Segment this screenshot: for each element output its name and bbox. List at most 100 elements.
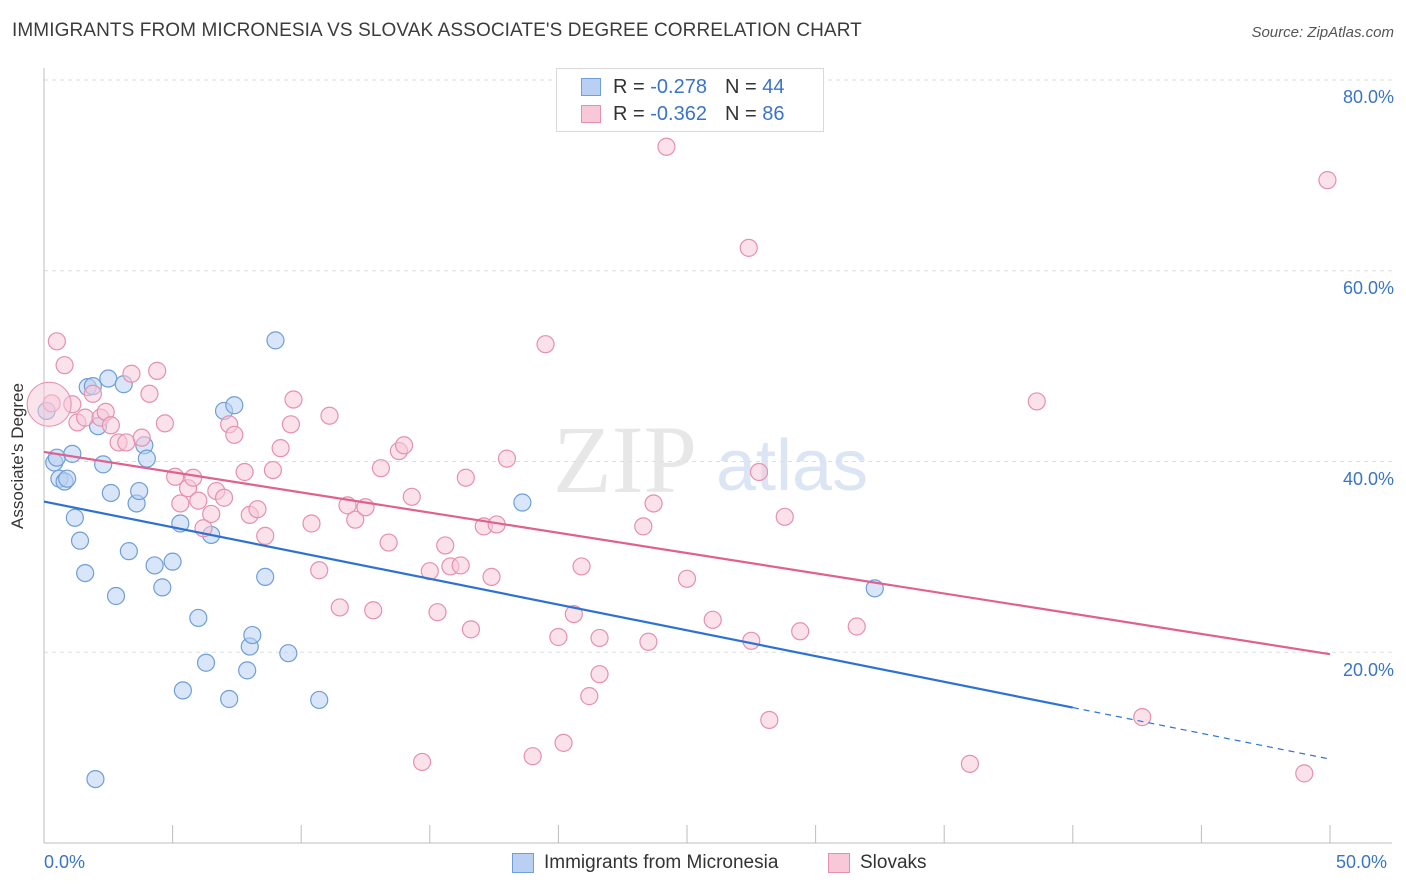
data-point-slovaks <box>482 567 501 587</box>
x-tick-label-min: 0.0% <box>44 852 86 872</box>
data-point-micronesia <box>256 567 275 587</box>
data-point-slovaks <box>497 449 517 468</box>
legend-label-micronesia: Immigrants from Micronesia <box>544 852 779 873</box>
data-point-slovaks <box>847 617 866 636</box>
data-point-slovaks <box>155 414 174 433</box>
data-point-slovaks <box>55 356 74 375</box>
watermark: ZIP atlas <box>553 406 868 513</box>
data-point-slovaks <box>235 462 254 482</box>
legend-item-slovaks[interactable]: Slovaks <box>828 852 927 874</box>
data-point-slovaks <box>791 622 810 641</box>
data-point-micronesia <box>47 448 66 467</box>
data-point-micronesia <box>137 449 156 468</box>
series-slovaks <box>26 137 1337 783</box>
data-point-slovaks <box>184 468 203 487</box>
data-point-slovaks <box>284 390 303 409</box>
data-point-micronesia <box>153 578 172 597</box>
trendline-micronesia <box>43 500 1074 709</box>
data-point-slovaks <box>461 620 481 639</box>
data-point-micronesia <box>196 653 216 672</box>
data-point-slovaks <box>590 628 609 648</box>
legend-swatch-micronesia <box>512 853 534 873</box>
data-point-micronesia <box>513 493 532 512</box>
data-point-slovaks <box>1295 764 1314 783</box>
data-point-slovaks <box>117 433 136 452</box>
data-point-slovaks <box>554 733 573 752</box>
data-point-slovaks <box>189 491 208 510</box>
data-point-micronesia <box>119 542 138 561</box>
swatch-slovaks <box>581 105 601 123</box>
data-point-slovaks <box>214 488 234 507</box>
data-point-slovaks <box>47 332 66 351</box>
data-point-slovaks <box>402 487 421 506</box>
data-point-slovaks <box>580 687 599 706</box>
data-point-slovaks <box>549 627 568 647</box>
data-point-slovaks <box>394 436 414 455</box>
stats-row-slovaks: R = -0.362 N = 86 <box>581 102 784 126</box>
r-value: -0.278 <box>650 75 707 98</box>
data-point-slovaks <box>742 631 761 650</box>
data-point-slovaks <box>677 569 697 588</box>
data-point-slovaks <box>572 557 591 576</box>
data-point-micronesia <box>310 690 329 710</box>
data-point-slovaks <box>639 632 658 651</box>
data-point-slovaks <box>256 526 275 545</box>
y-tick-label-80: 80.0% <box>1342 87 1394 107</box>
n-label: N = <box>724 75 757 98</box>
trendline-slovaks <box>43 450 1331 656</box>
data-point-slovaks <box>101 416 120 435</box>
data-point-slovaks <box>644 494 663 513</box>
legend-swatch-slovaks <box>828 853 850 873</box>
data-point-micronesia <box>189 608 208 628</box>
data-point-slovaks <box>148 361 167 380</box>
data-point-slovaks <box>428 603 447 622</box>
data-point-slovaks <box>132 428 151 447</box>
r-value: -0.362 <box>650 102 707 125</box>
data-point-slovaks <box>271 439 290 458</box>
data-point-slovaks <box>202 504 221 524</box>
data-point-slovaks <box>523 747 542 766</box>
data-point-micronesia <box>130 481 149 501</box>
data-point-micronesia <box>65 508 84 527</box>
chart-title: IMMIGRANTS FROM MICRONESIA VS SLOVAK ASS… <box>12 20 862 41</box>
watermark-zip: ZIP <box>553 406 697 513</box>
data-point-micronesia <box>86 769 105 789</box>
data-point-slovaks <box>1027 392 1046 411</box>
data-point-slovaks <box>412 752 432 772</box>
data-point-slovaks <box>703 610 722 629</box>
r-label: R = <box>613 102 645 125</box>
data-point-micronesia <box>106 586 126 606</box>
data-point-micronesia <box>99 369 118 388</box>
data-point-slovaks <box>310 561 329 580</box>
data-point-slovaks <box>749 462 769 482</box>
data-point-slovaks <box>657 137 676 156</box>
trend-lines <box>43 450 1331 760</box>
data-point-slovaks <box>248 500 267 519</box>
grid <box>44 79 1392 653</box>
data-point-slovaks <box>739 238 758 257</box>
y-tick-label-20: 20.0% <box>1342 660 1394 680</box>
data-point-slovaks <box>456 468 475 487</box>
data-point-slovaks <box>536 335 555 354</box>
y-tick-label-40: 40.0% <box>1342 469 1394 489</box>
stats-row-micronesia: R = -0.278 N = 44 <box>581 75 784 99</box>
data-point-slovaks <box>564 604 583 624</box>
swatch-micronesia <box>581 78 601 96</box>
data-point-slovaks <box>225 425 244 444</box>
n-label: N = <box>724 102 757 125</box>
legend-item-micronesia[interactable]: Immigrants from Micronesia <box>512 852 778 874</box>
data-point-micronesia <box>94 455 113 474</box>
data-point-micronesia <box>145 556 164 575</box>
data-point-slovaks <box>775 507 794 526</box>
data-point-slovaks <box>171 494 190 513</box>
data-point-micronesia <box>243 625 262 645</box>
data-point-slovaks-large <box>26 381 72 427</box>
data-point-micronesia <box>76 563 95 583</box>
data-point-micronesia <box>225 396 244 415</box>
data-point-slovaks <box>320 406 339 425</box>
source-label: Source: ZipAtlas.com <box>1251 24 1394 41</box>
n-value: 44 <box>762 75 785 98</box>
data-point-micronesia <box>220 689 239 709</box>
legend-label-slovaks: Slovaks <box>860 852 927 873</box>
